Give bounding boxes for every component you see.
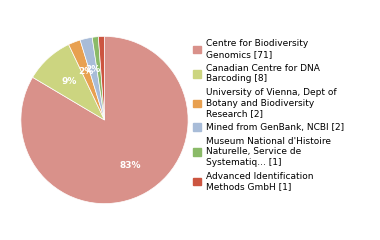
Wedge shape bbox=[98, 36, 104, 120]
Wedge shape bbox=[21, 36, 188, 204]
Text: 83%: 83% bbox=[119, 161, 141, 169]
Wedge shape bbox=[80, 37, 104, 120]
Wedge shape bbox=[92, 37, 105, 120]
Text: 2%: 2% bbox=[78, 67, 93, 76]
Text: 2%: 2% bbox=[86, 65, 101, 74]
Text: 9%: 9% bbox=[62, 77, 77, 86]
Wedge shape bbox=[69, 40, 105, 120]
Legend: Centre for Biodiversity
Genomics [71], Canadian Centre for DNA
Barcoding [8], Un: Centre for Biodiversity Genomics [71], C… bbox=[193, 39, 344, 191]
Wedge shape bbox=[33, 44, 104, 120]
